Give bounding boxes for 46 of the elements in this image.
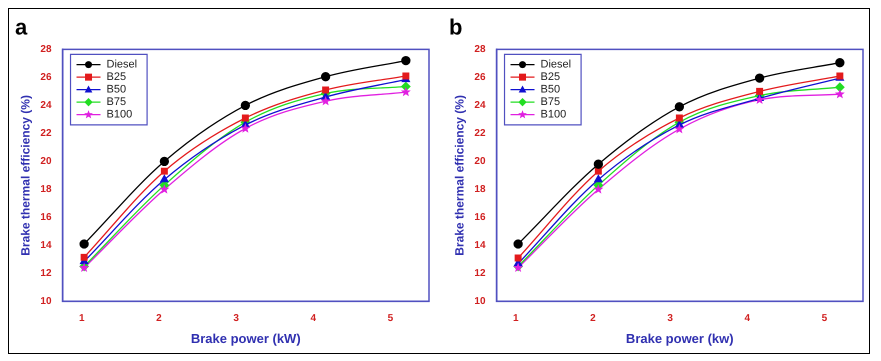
y-tick-label: 22	[474, 128, 486, 140]
y-axis-title: Brake thermal efficiency (%)	[452, 95, 467, 256]
x-tick-label: 1	[513, 313, 520, 324]
y-tick-label: 16	[474, 212, 486, 224]
y-tick-label: 24	[474, 100, 486, 112]
y-tick-label: 24	[40, 100, 52, 112]
y-tick-label: 16	[40, 212, 52, 224]
legend-label: B50	[540, 84, 560, 96]
legend-label: B75	[540, 96, 560, 108]
legend-label: B100	[540, 108, 566, 121]
x-tick-label: 2	[156, 313, 162, 324]
legend-label: Diesel	[540, 58, 572, 71]
y-tick-label: 28	[474, 44, 486, 56]
legend-label: B75	[106, 96, 126, 108]
y-tick-label: 26	[40, 72, 52, 84]
y-tick-label: 20	[474, 156, 486, 168]
y-tick-label: 12	[40, 268, 52, 280]
x-axis-title: Brake power (kW)	[190, 330, 301, 346]
chart-title: a	[15, 14, 28, 40]
legend-label: B25	[106, 71, 126, 84]
y-tick-label: 14	[474, 240, 486, 252]
x-tick-label: 1	[79, 313, 86, 324]
y-tick-label: 28	[40, 44, 52, 56]
legend-label: Diesel	[106, 58, 138, 71]
legend-label: B25	[540, 71, 560, 84]
x-tick-label: 4	[744, 313, 750, 324]
y-tick-label: 12	[474, 268, 486, 280]
y-tick-label: 18	[40, 184, 52, 196]
x-tick-label: 3	[667, 313, 674, 324]
legend-label: B100	[106, 108, 132, 121]
chart-title: b	[449, 14, 462, 40]
x-tick-label: 5	[822, 313, 828, 324]
legend-label: B50	[106, 84, 126, 96]
y-tick-label: 20	[40, 156, 52, 168]
y-tick-label: 10	[40, 296, 52, 308]
y-tick-label: 22	[40, 128, 52, 140]
y-tick-label: 10	[474, 296, 486, 308]
x-tick-label: 5	[388, 313, 394, 324]
y-tick-label: 18	[474, 184, 486, 196]
x-tick-label: 2	[590, 313, 596, 324]
y-tick-label: 14	[40, 240, 52, 252]
x-tick-label: 4	[310, 313, 316, 324]
y-tick-label: 26	[474, 72, 486, 84]
y-axis-title: Brake thermal efficiency (%)	[18, 95, 33, 256]
x-tick-label: 3	[233, 313, 240, 324]
x-axis-title: Brake power (kw)	[626, 330, 734, 346]
